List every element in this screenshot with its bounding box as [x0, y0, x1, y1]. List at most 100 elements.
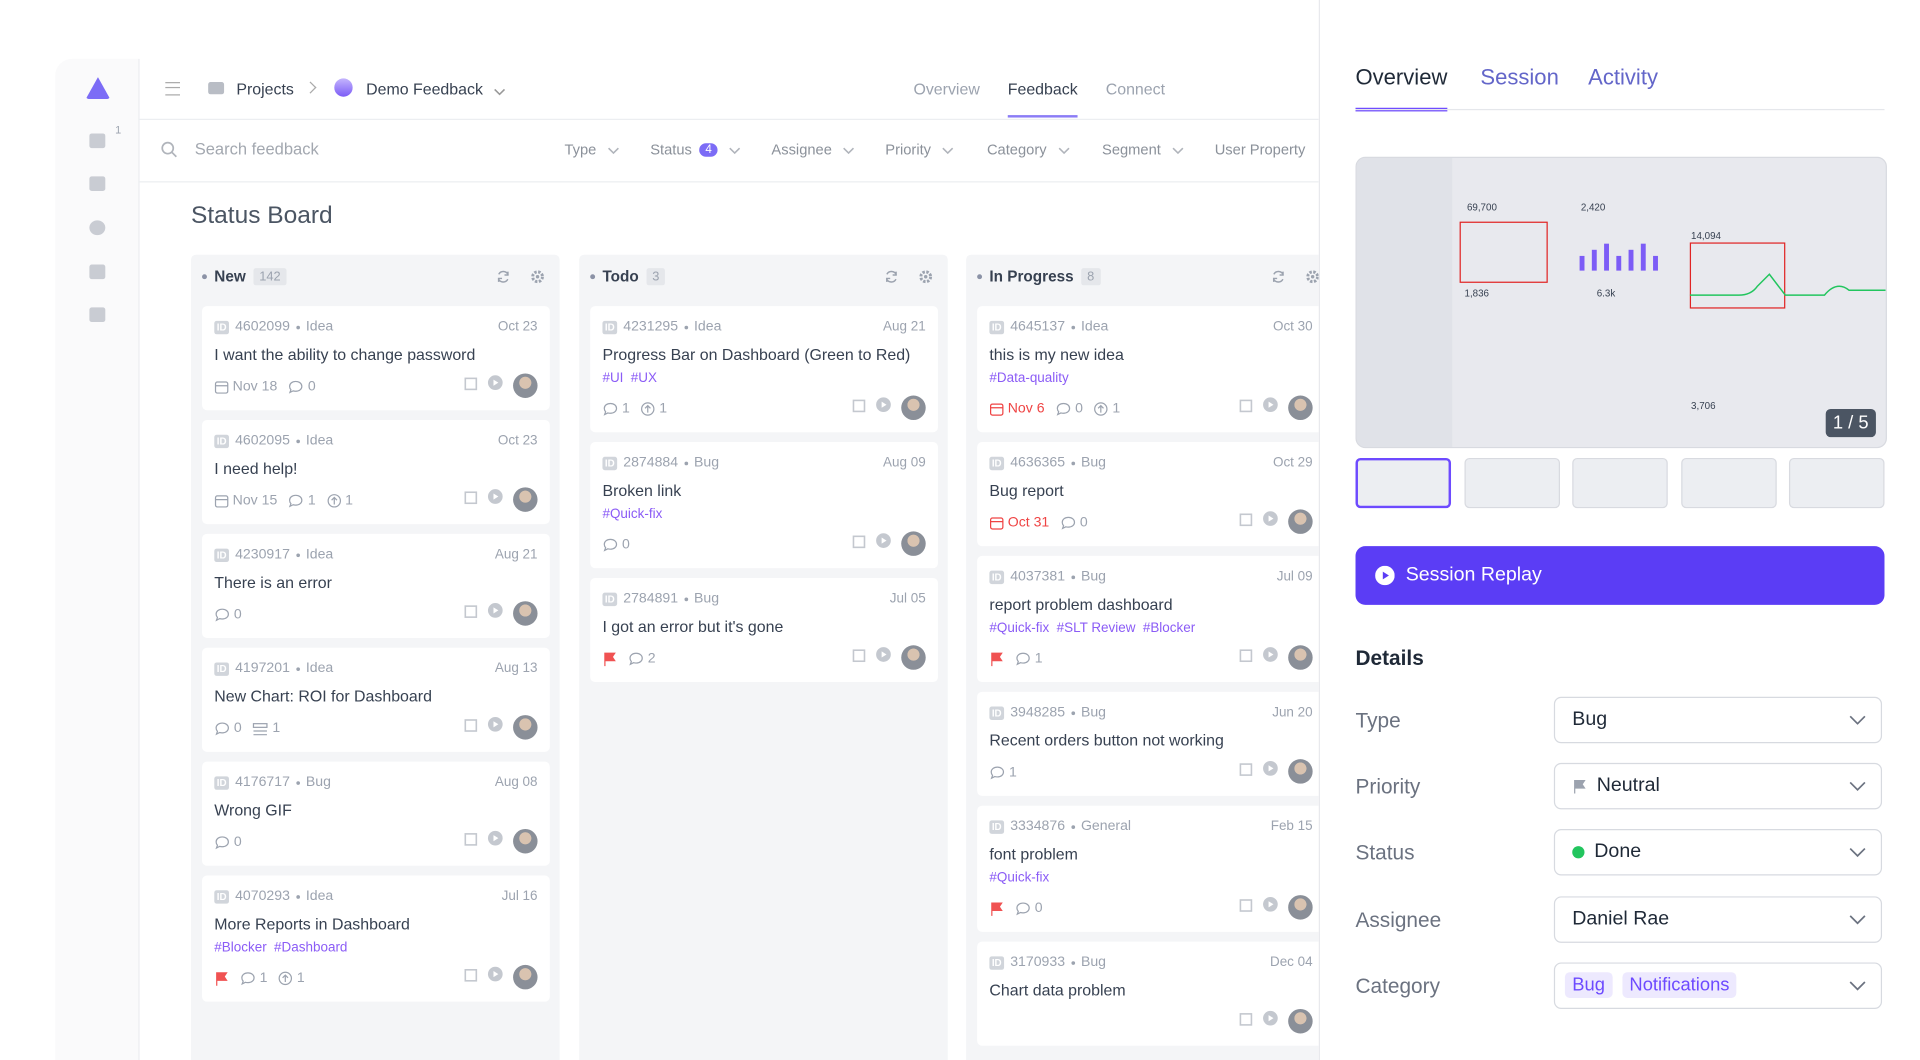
- square-icon[interactable]: [1239, 647, 1253, 669]
- avatar: [513, 487, 538, 512]
- square-icon[interactable]: [464, 375, 478, 397]
- feedback-card[interactable]: ID 4602099 Idea Oct 23 I want the ability to…: [202, 306, 550, 411]
- square-icon[interactable]: [1239, 511, 1253, 533]
- card-title: font problem: [989, 844, 1078, 864]
- preview-thumbnail[interactable]: [1463, 457, 1560, 509]
- breadcrumb[interactable]: Demo Feedback: [366, 79, 483, 98]
- board-title: Status Board: [191, 202, 333, 229]
- refresh-icon[interactable]: [884, 269, 899, 287]
- square-icon[interactable]: [464, 716, 478, 738]
- refresh-icon[interactable]: [496, 269, 511, 287]
- play-icon[interactable]: [487, 966, 503, 988]
- sidebar-icon[interactable]: [89, 176, 106, 192]
- preview-thumbnail[interactable]: [1788, 457, 1885, 509]
- nav-tab[interactable]: Overview: [913, 79, 980, 98]
- square-icon[interactable]: [852, 397, 866, 419]
- field-select[interactable]: Done: [1553, 829, 1883, 876]
- feedback-card[interactable]: ID 4645137 Idea Oct 30 this is my new idea #D…: [977, 306, 1319, 433]
- settings-icon[interactable]: [918, 269, 933, 287]
- play-icon[interactable]: [487, 716, 503, 738]
- square-icon[interactable]: [1239, 896, 1253, 918]
- play-icon[interactable]: [487, 489, 503, 511]
- feedback-card[interactable]: ID 3334876 General Feb 15 font problem #Quick…: [977, 805, 1319, 932]
- feedback-card[interactable]: ID 2784891 Bug Jul 05 I got an error but it'…: [590, 577, 938, 683]
- play-icon[interactable]: [487, 375, 503, 397]
- search-input[interactable]: Search feedback: [194, 139, 319, 158]
- play-icon[interactable]: [1262, 647, 1278, 669]
- play-icon[interactable]: [1262, 1010, 1278, 1032]
- play-icon[interactable]: [1262, 760, 1278, 782]
- card-footer: 2: [602, 648, 925, 670]
- field-select[interactable]: Bug: [1553, 696, 1883, 744]
- play-icon[interactable]: [1262, 896, 1278, 918]
- play-icon[interactable]: [876, 647, 892, 669]
- filter-dropdown[interactable]: Segment: [1102, 141, 1184, 158]
- preview-thumbnail[interactable]: [1355, 457, 1452, 509]
- sidebar-icon[interactable]: [89, 133, 106, 149]
- avatar: [513, 601, 538, 626]
- session-replay-button[interactable]: Session Replay: [1355, 546, 1885, 605]
- play-icon[interactable]: [1262, 511, 1278, 533]
- refresh-icon[interactable]: [1271, 269, 1286, 287]
- square-icon[interactable]: [1239, 760, 1253, 782]
- card-type: General: [1080, 819, 1132, 834]
- feedback-card[interactable]: ID 4037381 Bug Jul 09 report problem dashboa…: [977, 555, 1319, 683]
- feedback-card[interactable]: ID 2874884 Bug Aug 09 Broken link #Quick-fix 0: [590, 442, 938, 569]
- filter-dropdown[interactable]: Priority: [885, 141, 954, 158]
- filter-dropdown[interactable]: User Property: [1215, 141, 1306, 158]
- menu-icon[interactable]: [165, 82, 181, 96]
- feedback-card[interactable]: ID 4636365 Bug Oct 29 Bug report Oct 31 0: [977, 442, 1319, 547]
- feedback-card[interactable]: ID 4602095 Idea Oct 23 I need help! Nov 15 1 1: [202, 420, 550, 525]
- play-icon[interactable]: [876, 397, 892, 419]
- square-icon[interactable]: [852, 533, 866, 555]
- feedback-card[interactable]: ID 4231295 Idea Aug 21 Progress Bar on Dashb…: [590, 306, 938, 433]
- square-icon[interactable]: [464, 489, 478, 511]
- sidebar-icon[interactable]: [89, 220, 106, 236]
- square-icon[interactable]: [464, 830, 478, 852]
- filter-dropdown[interactable]: Type: [564, 141, 619, 158]
- play-icon[interactable]: [487, 602, 503, 624]
- feedback-card[interactable]: ID 4197201 Idea Aug 13 New Chart: ROI for Da…: [202, 647, 550, 752]
- card-type: Idea: [305, 888, 334, 904]
- field-select[interactable]: Daniel Rae: [1553, 895, 1883, 943]
- square-icon[interactable]: [852, 647, 866, 669]
- square-icon[interactable]: [464, 966, 478, 988]
- settings-icon[interactable]: [530, 269, 545, 287]
- card-header: ID 4602099 Idea Oct 23: [214, 317, 538, 337]
- sidebar-icon[interactable]: [89, 307, 106, 323]
- preview-thumbnail[interactable]: [1680, 457, 1777, 509]
- feedback-card[interactable]: ID 4230917 Idea Aug 21 There is an error 0: [202, 533, 550, 638]
- feedback-card[interactable]: ID 3170933 Bug Dec 04 Chart data problem: [977, 941, 1319, 1046]
- avatar: [513, 373, 538, 398]
- avatar: [901, 645, 926, 670]
- column-count: 142: [253, 268, 287, 286]
- play-icon[interactable]: [876, 533, 892, 555]
- filter-dropdown[interactable]: Category: [987, 141, 1070, 158]
- field-select[interactable]: Bug Notifications: [1553, 962, 1883, 1009]
- feedback-card[interactable]: ID 3948285 Bug Jun 20 Recent orders button n…: [977, 691, 1319, 796]
- nav-tab[interactable]: Connect: [1105, 79, 1166, 98]
- square-icon[interactable]: [1239, 397, 1253, 419]
- square-icon[interactable]: [1239, 1010, 1253, 1032]
- filter-dropdown[interactable]: Assignee: [771, 141, 855, 158]
- panel-tab[interactable]: Activity: [1588, 64, 1658, 90]
- session-preview[interactable]: 69,700 2,420 14,094 1,836 6.3k 3,706 1 / 5: [1355, 156, 1887, 449]
- feedback-card[interactable]: ID 4070293 Idea Jul 16 More Reports in Dashb…: [202, 875, 550, 1002]
- square-icon[interactable]: [464, 602, 478, 624]
- feedback-card[interactable]: ID 4176717 Bug Aug 08 Wrong GIF 0: [202, 761, 550, 866]
- column-count: 8: [1080, 268, 1101, 286]
- filter-dropdown[interactable]: Status 4: [650, 141, 741, 158]
- panel-tab[interactable]: Overview: [1355, 65, 1448, 112]
- chevron: [843, 141, 855, 158]
- card-list: ID 4645137 Idea Oct 30 this is my new idea #D…: [966, 299, 1319, 1046]
- sidebar-icon[interactable]: [89, 264, 106, 280]
- preview-thumbnail[interactable]: [1572, 457, 1668, 509]
- play-icon[interactable]: [1262, 397, 1278, 419]
- breadcrumb[interactable]: Projects: [236, 79, 294, 98]
- settings-icon[interactable]: [1305, 269, 1319, 287]
- card-footer: 1: [989, 762, 1312, 784]
- panel-tab[interactable]: Session: [1480, 64, 1559, 90]
- nav-tab[interactable]: Feedback: [1007, 80, 1078, 118]
- play-icon[interactable]: [487, 830, 503, 852]
- field-select[interactable]: Neutral: [1553, 763, 1883, 810]
